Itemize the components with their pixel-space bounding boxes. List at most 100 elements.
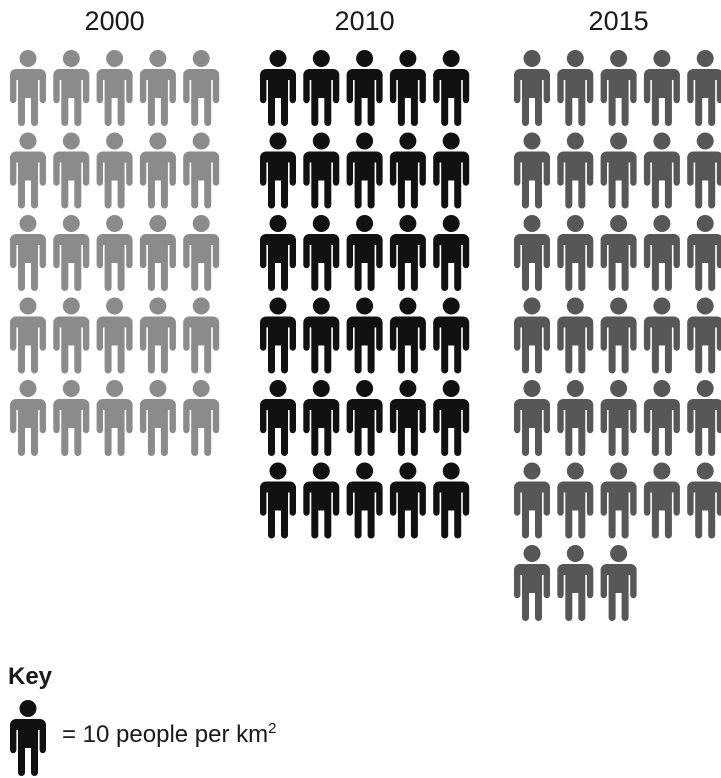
person-icon — [514, 380, 550, 456]
person-icon — [260, 380, 296, 456]
person-icon — [303, 380, 340, 456]
person-icon — [260, 462, 296, 539]
pictogram-chart: 2000 2010 2015 — [10, 6, 721, 621]
person-icon — [139, 132, 176, 209]
person-icon — [389, 215, 426, 291]
person-icon — [346, 297, 383, 374]
person-icon — [600, 462, 637, 539]
person-icon — [183, 380, 220, 456]
person-icon — [260, 132, 296, 209]
person-icon — [433, 50, 470, 126]
person-icon — [687, 50, 721, 126]
person-icon — [96, 132, 133, 209]
person-icon — [600, 545, 637, 621]
person-icon — [183, 50, 220, 126]
person-icon — [139, 50, 176, 126]
key-title: Key — [8, 663, 53, 690]
key-superscript: 2 — [268, 719, 277, 737]
person-icon — [643, 297, 680, 374]
person-icon — [557, 462, 594, 539]
person-icon — [10, 50, 46, 126]
person-icon — [183, 215, 220, 291]
year-label-2000: 2000 — [85, 6, 145, 36]
person-icon — [53, 380, 90, 456]
person-icon — [303, 215, 340, 291]
person-icon — [557, 297, 594, 374]
person-icon — [687, 215, 721, 291]
person-icon — [687, 297, 721, 374]
person-icon — [139, 380, 176, 456]
person-icon — [260, 215, 296, 291]
person-icon — [557, 50, 594, 126]
person-icon — [10, 297, 46, 374]
person-icon — [260, 297, 296, 374]
partial-person-icon — [260, 545, 278, 621]
person-icon — [433, 132, 470, 209]
person-icon — [303, 297, 340, 374]
person-icon — [557, 380, 594, 456]
person-icon — [433, 380, 470, 456]
person-icon — [643, 380, 680, 456]
person-icon — [96, 380, 133, 456]
person-icon — [643, 132, 680, 209]
pictogram-column-2015: 2015 — [514, 6, 721, 621]
person-icon — [514, 462, 550, 539]
person-icon — [139, 215, 176, 291]
person-icon — [10, 380, 46, 456]
person-icon — [183, 132, 220, 209]
person-icon — [389, 50, 426, 126]
person-icon — [600, 50, 637, 126]
person-icon — [96, 297, 133, 374]
person-icon — [514, 297, 550, 374]
person-icon — [389, 380, 426, 456]
person-icon — [514, 215, 550, 291]
person-icon — [346, 380, 383, 456]
person-icon — [10, 700, 46, 776]
person-icon — [303, 462, 340, 539]
person-icon — [346, 132, 383, 209]
person-icon — [643, 215, 680, 291]
person-icon — [53, 50, 90, 126]
key-label: = 10 people per km — [62, 720, 269, 748]
person-icon — [389, 462, 426, 539]
person-icon — [600, 215, 637, 291]
person-icon — [600, 380, 637, 456]
person-icon — [514, 50, 550, 126]
person-icon — [260, 50, 296, 126]
person-icon — [303, 132, 340, 209]
person-icon — [346, 215, 383, 291]
person-icon — [433, 215, 470, 291]
person-icon — [10, 215, 46, 291]
partial-person-icon — [643, 545, 670, 621]
person-icon — [557, 215, 594, 291]
person-icon — [557, 132, 594, 209]
person-icon — [643, 50, 680, 126]
person-icon — [303, 50, 340, 126]
year-label-2010: 2010 — [335, 6, 395, 36]
year-label-2015: 2015 — [589, 6, 649, 36]
person-icon — [96, 215, 133, 291]
person-icon — [53, 215, 90, 291]
person-icon — [346, 462, 383, 539]
person-icon — [687, 132, 721, 209]
person-icon — [53, 297, 90, 374]
person-icon — [687, 380, 721, 456]
person-icon — [600, 297, 637, 374]
pictogram-column-2010: 2010 — [260, 6, 470, 621]
person-icon — [96, 50, 133, 126]
person-icon — [514, 545, 550, 621]
person-icon — [10, 132, 46, 209]
person-icon — [139, 297, 176, 374]
partial-person-icon — [10, 462, 28, 539]
person-icon — [389, 132, 426, 209]
person-icon — [687, 462, 721, 539]
person-icon — [557, 545, 594, 621]
person-icon — [643, 462, 680, 539]
person-icon — [514, 132, 550, 209]
person-icon — [389, 297, 426, 374]
pictogram-column-2000: 2000 — [10, 6, 220, 539]
person-icon — [346, 50, 383, 126]
person-icon — [53, 132, 90, 209]
person-icon — [183, 297, 220, 374]
person-icon — [433, 297, 470, 374]
